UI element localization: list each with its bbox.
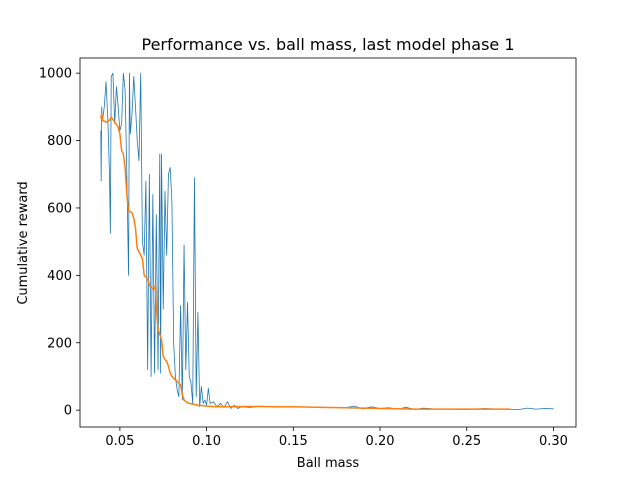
x-tick-label: 0.15: [279, 434, 308, 449]
plot-frame: [79, 57, 577, 428]
y-tick-label: 600: [47, 201, 72, 216]
chart-title: Performance vs. ball mass, last model ph…: [141, 35, 514, 54]
x-tick-label: 0.10: [192, 434, 221, 449]
y-tick-label: 0: [64, 404, 72, 419]
y-tick-label: 1000: [39, 67, 72, 82]
y-tick-label: 400: [47, 269, 72, 284]
x-axis-title: Ball mass: [297, 456, 360, 471]
x-tick-label: 0.05: [105, 434, 134, 449]
y-tick-label: 200: [47, 336, 72, 351]
y-tick-label: 800: [47, 134, 72, 149]
series-line-2: [100, 112, 511, 410]
x-tick-label: 0.30: [539, 434, 568, 449]
y-axis-title: Cumulative reward: [16, 181, 31, 304]
x-tick-label: 0.25: [452, 434, 481, 449]
x-tick-label: 0.20: [366, 434, 395, 449]
plot-area: 0.05 0.10 0.15 0.20 0.25 0.30 0 200 400 600 800 100…: [39, 57, 577, 449]
